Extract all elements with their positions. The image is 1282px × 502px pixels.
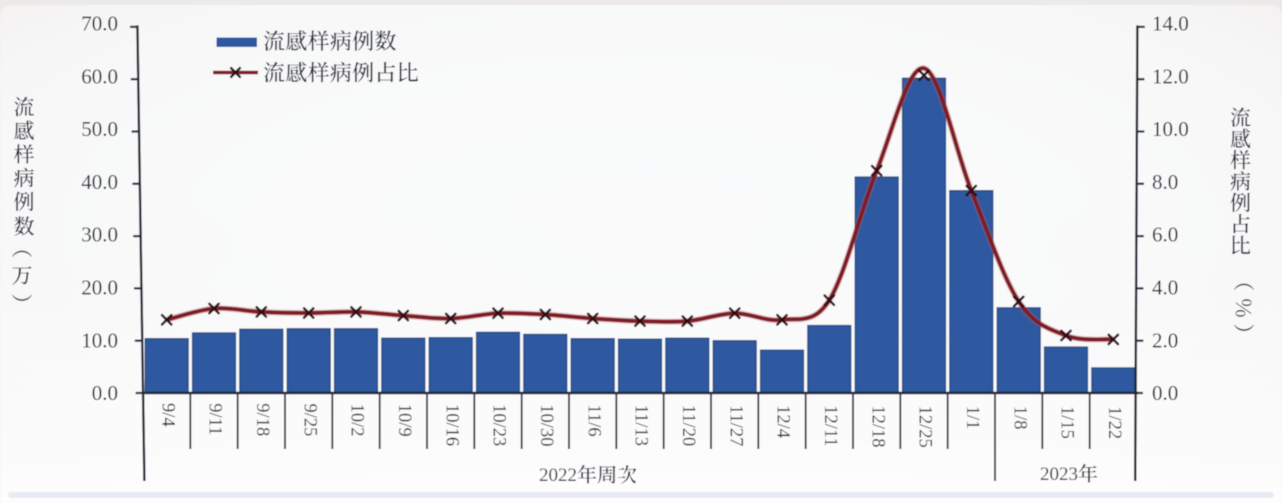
svg-text:9/25: 9/25 — [299, 404, 319, 437]
svg-text:2.0: 2.0 — [1152, 328, 1178, 352]
svg-text:12.0: 12.0 — [1152, 64, 1189, 88]
svg-text:12/11: 12/11 — [820, 405, 840, 446]
svg-text:10/30: 10/30 — [536, 404, 556, 446]
svg-text:70.0: 70.0 — [81, 12, 118, 36]
svg-text:10.0: 10.0 — [81, 328, 118, 352]
svg-text:40.0: 40.0 — [81, 170, 118, 194]
svg-text:4.0: 4.0 — [1152, 276, 1178, 300]
svg-text:8.0: 8.0 — [1152, 170, 1178, 194]
svg-text:2023: 2023 — [1040, 464, 1078, 485]
svg-text:1/8: 1/8 — [1009, 406, 1029, 430]
svg-text:1/22: 1/22 — [1104, 406, 1124, 439]
svg-text:9/4: 9/4 — [157, 403, 177, 427]
svg-text:10/9: 10/9 — [394, 404, 414, 437]
svg-text:12/4: 12/4 — [773, 405, 793, 438]
svg-text:2022: 2022 — [539, 465, 577, 486]
svg-text:10/2: 10/2 — [347, 404, 367, 437]
svg-text:9/11: 9/11 — [205, 403, 225, 435]
svg-text:11/20: 11/20 — [678, 405, 698, 446]
svg-text:10/23: 10/23 — [489, 404, 509, 446]
svg-text:11/13: 11/13 — [631, 405, 651, 446]
svg-text:20.0: 20.0 — [81, 276, 118, 300]
svg-text:1/1: 1/1 — [962, 406, 982, 430]
svg-text:30.0: 30.0 — [81, 223, 118, 247]
svg-text:14.0: 14.0 — [1152, 12, 1189, 36]
svg-text:9/18: 9/18 — [252, 403, 272, 436]
svg-text:12/18: 12/18 — [867, 405, 887, 447]
svg-text:10.0: 10.0 — [1152, 117, 1189, 141]
svg-text:6.0: 6.0 — [1152, 223, 1178, 247]
svg-text:11/6: 11/6 — [583, 404, 603, 436]
svg-text:60.0: 60.0 — [81, 64, 118, 88]
svg-text:11/27: 11/27 — [725, 405, 745, 446]
svg-text:12/25: 12/25 — [915, 406, 935, 448]
svg-text:50.0: 50.0 — [81, 117, 118, 141]
svg-text:0.0: 0.0 — [92, 381, 118, 405]
svg-text:1/15: 1/15 — [1057, 406, 1077, 439]
svg-text:0.0: 0.0 — [1152, 381, 1178, 405]
svg-text:10/16: 10/16 — [441, 404, 461, 446]
